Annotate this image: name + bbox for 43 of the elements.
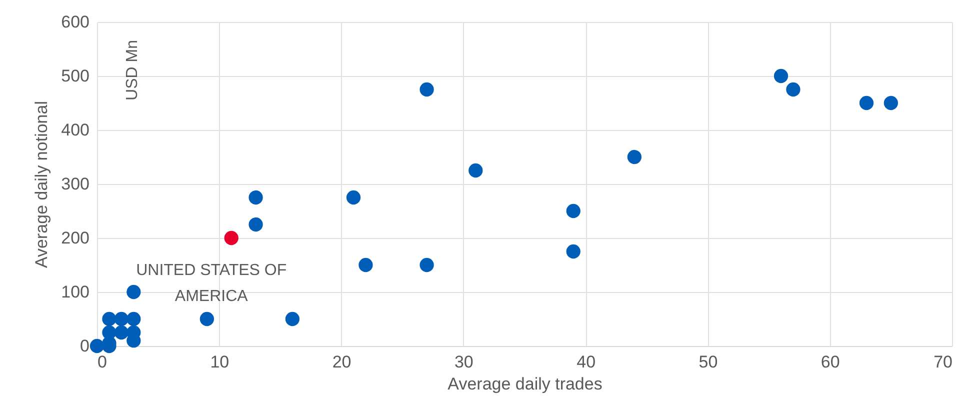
point: [566, 204, 580, 218]
x-tick-label: 0: [98, 352, 107, 372]
y-tick-label: 300: [61, 174, 90, 194]
point: [566, 244, 580, 259]
point: [126, 284, 141, 300]
point: [774, 68, 788, 84]
annotation: UNITED STATES OF AMERICA: [136, 262, 287, 305]
y-tick-label: 0: [80, 336, 90, 356]
y-tick-label: 500: [61, 66, 90, 86]
y-axis-title: Average daily notional: [32, 101, 52, 268]
x-tick-label: 30: [454, 352, 474, 372]
y-tick-label: 200: [61, 228, 90, 248]
x-tick-label: 20: [332, 352, 352, 372]
point: [248, 190, 263, 205]
point: [884, 96, 898, 110]
x-tick-label: 10: [210, 352, 230, 372]
y-tick-label: 600: [61, 12, 90, 32]
point: [468, 163, 483, 178]
x-tick-label: 40: [576, 352, 596, 372]
x-tick-label: 50: [698, 352, 718, 372]
point: [248, 217, 263, 232]
point: [285, 312, 300, 326]
point: [358, 258, 373, 272]
point: [90, 338, 104, 354]
annotation: USD Mn: [124, 40, 141, 100]
point: [859, 96, 874, 110]
point: [627, 150, 642, 164]
point: [102, 325, 116, 340]
x-tick-label: 60: [820, 352, 840, 372]
point: [126, 312, 141, 326]
point: [346, 190, 361, 205]
point: [786, 82, 800, 97]
point: [420, 258, 434, 272]
point: [200, 312, 214, 326]
point: [102, 312, 116, 326]
y-tick-label: 100: [61, 282, 90, 302]
point: [420, 82, 434, 97]
point: [114, 325, 128, 340]
y-tick-label: 400: [61, 120, 90, 140]
point: [224, 230, 238, 246]
point: [114, 312, 128, 326]
x-axis-title: Average daily trades: [448, 374, 602, 394]
x-tick-label: 70: [934, 352, 952, 372]
